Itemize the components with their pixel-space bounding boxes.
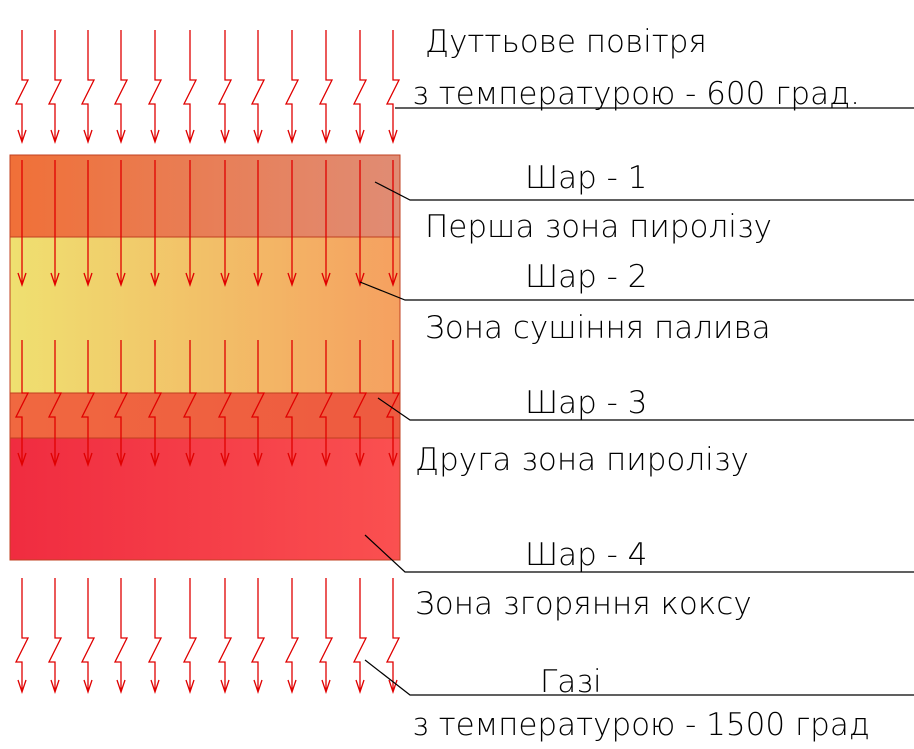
arrow (217, 340, 233, 468)
arrow (284, 578, 300, 695)
arrow (385, 30, 401, 145)
arrow (14, 340, 30, 468)
arrow (250, 340, 266, 468)
arrow (150, 160, 160, 288)
arrow (14, 578, 30, 695)
arrow (250, 578, 266, 695)
arrow (14, 30, 30, 145)
air-title: Дуттьове повітря (425, 24, 707, 60)
layer-zone: Друга зона пиролізу (415, 442, 749, 478)
arrow (80, 340, 96, 468)
arrow (388, 160, 398, 288)
arrows (14, 30, 401, 695)
arrow (47, 30, 63, 145)
arrow (47, 578, 63, 695)
arrow (352, 578, 368, 695)
arrow (113, 30, 129, 145)
arrow (284, 340, 300, 468)
arrow (220, 160, 230, 288)
leader (364, 659, 914, 696)
arrow (50, 160, 60, 288)
arrow (147, 30, 163, 145)
arrow (355, 160, 365, 288)
arrow (83, 160, 93, 288)
layer-1 (9, 154, 401, 238)
arrow (113, 578, 129, 695)
leader (377, 397, 914, 421)
layer-4 (9, 437, 401, 561)
arrow (352, 30, 368, 145)
arrow (287, 160, 297, 288)
arrow (318, 30, 334, 145)
leader (364, 534, 914, 573)
arrow (318, 340, 334, 468)
layer-zone: Зона сушіння палива (425, 310, 771, 346)
arrow (385, 578, 401, 695)
gases-temperature: з температурою - 1500 град (412, 707, 870, 743)
layer-label: Шар - 2 (525, 259, 647, 295)
layer-zone: Перша зона пиролізу (425, 209, 772, 245)
leader (374, 181, 914, 201)
arrow (17, 160, 27, 288)
arrow (80, 578, 96, 695)
arrow (182, 578, 198, 695)
arrow (147, 578, 163, 695)
layer-label: Шар - 3 (525, 385, 647, 421)
arrow (318, 578, 334, 695)
leader (359, 281, 914, 301)
arrow (113, 340, 129, 468)
layer-zone: Зона згоряння коксу (415, 586, 752, 622)
arrow (217, 578, 233, 695)
layer-3 (9, 392, 401, 439)
arrow (185, 160, 195, 288)
arrow (250, 30, 266, 145)
arrow (116, 160, 126, 288)
arrow (217, 30, 233, 145)
arrow (80, 30, 96, 145)
layer-2 (9, 236, 401, 394)
layer-label: Шар - 1 (525, 160, 647, 196)
air-temperature: з температурою - 600 град. (412, 76, 860, 112)
arrow (385, 340, 401, 468)
arrow (352, 340, 368, 468)
arrow (47, 340, 63, 468)
arrow (182, 30, 198, 145)
arrow (253, 160, 263, 288)
layer-label: Шар - 4 (525, 537, 647, 573)
arrow (182, 340, 198, 468)
arrow (284, 30, 300, 145)
arrow (321, 160, 331, 288)
arrow (147, 340, 163, 468)
gases-title: Газі (540, 664, 602, 700)
